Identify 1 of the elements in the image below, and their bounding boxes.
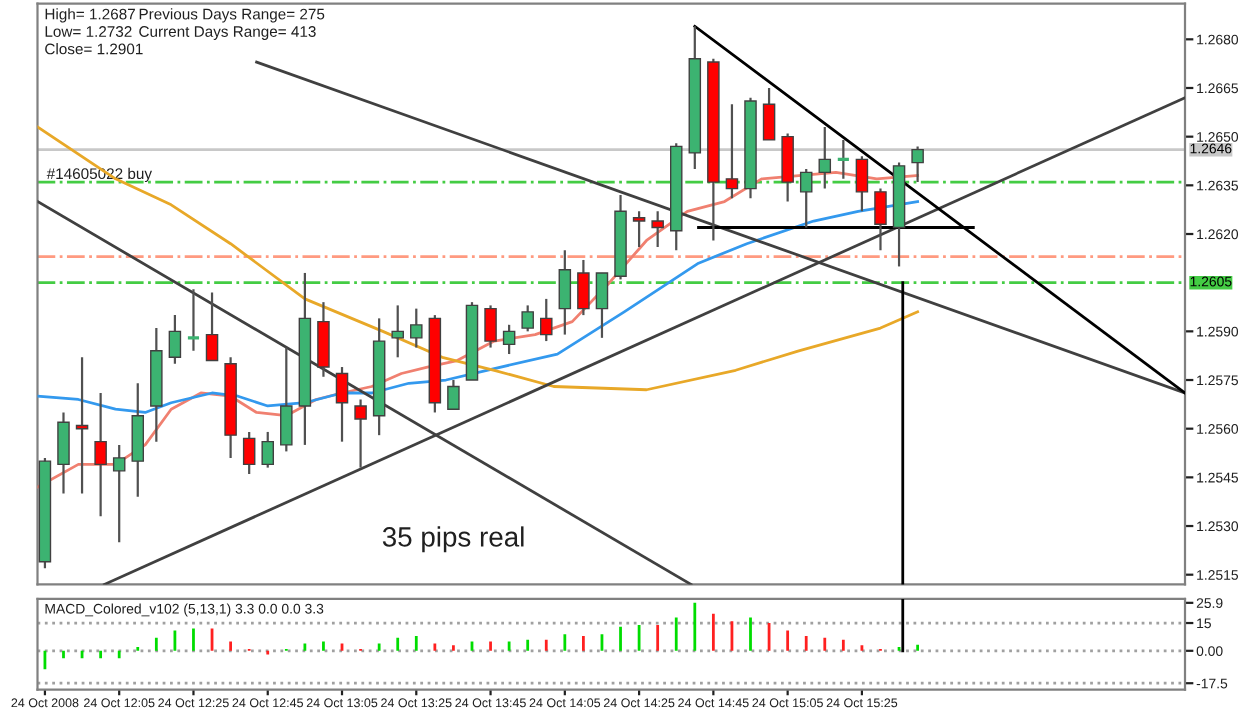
annotation: 35 pips real (382, 526, 524, 553)
